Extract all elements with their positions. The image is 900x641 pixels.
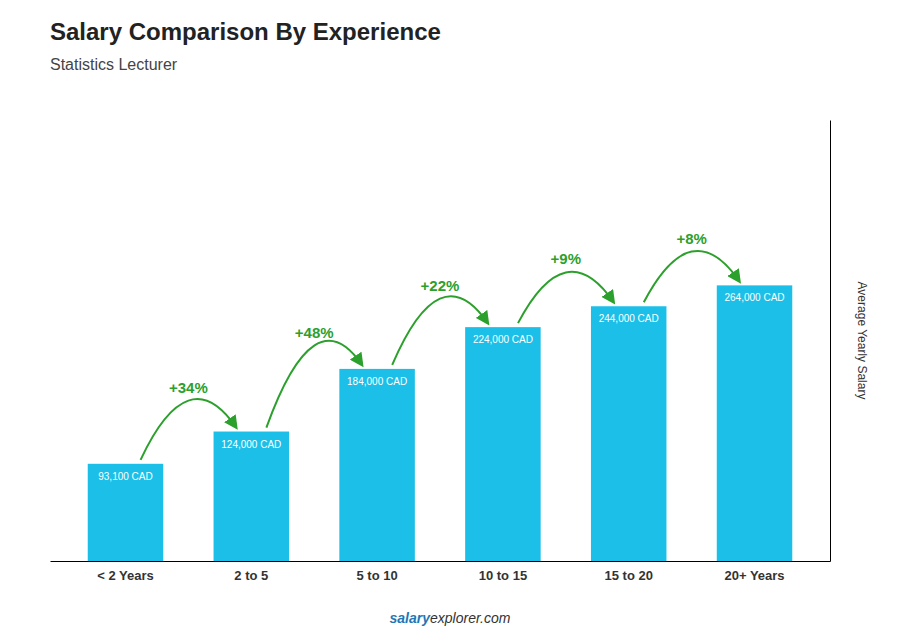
x-tick: 2 to 5 [234, 568, 268, 583]
x-tick: < 2 Years [97, 568, 154, 583]
change-label: +34% [169, 379, 208, 396]
bar [88, 464, 163, 561]
title: Salary Comparison By Experience [50, 18, 441, 45]
x-tick-label: 10 to 15 [479, 568, 527, 583]
data-label: 264,000 CAD [724, 292, 784, 303]
data-label: 93,100 CAD [98, 471, 152, 482]
y-axis-label: Average Yearly Salary [855, 282, 869, 400]
data-label: 184,000 CAD [347, 376, 407, 387]
x-tick: 5 to 10 [357, 568, 398, 583]
subtitle: Statistics Lecturer [50, 56, 178, 73]
annotations: +34% +48% +22% +9% +8% [141, 230, 740, 460]
x-tick-label: 15 to 20 [604, 568, 652, 583]
x-tick: 15 to 20 [604, 568, 652, 583]
x-tick: 10 to 15 [479, 568, 527, 583]
x-tick-label: 5 to 10 [357, 568, 398, 583]
change-arrow [266, 341, 362, 428]
data-label: 244,000 CAD [599, 313, 659, 324]
x-tick-label: 20+ Years [724, 568, 784, 583]
chart: Salary Comparison By Experience Statistic… [0, 0, 900, 641]
bar [214, 432, 289, 561]
change-label: +22% [421, 277, 460, 294]
footer-text: salary [390, 610, 432, 626]
x-axis: < 2 Years 2 to 5 5 to 10 10 to 15 15 to 20 20… [51, 562, 831, 584]
change-label: +9% [551, 250, 581, 267]
bar [717, 285, 792, 561]
change-arrow [141, 399, 237, 460]
change-label: +48% [295, 324, 334, 341]
data-labels: 93,100 CAD 124,000 CAD 184,000 CAD 224,000 … [98, 292, 784, 481]
change-arrow [518, 272, 614, 323]
x-axis-line [51, 561, 831, 562]
footer: salaryexplorer.com [390, 610, 511, 626]
bars [88, 285, 793, 561]
x-tick: 20+ Years [724, 568, 784, 583]
change-label: +8% [676, 230, 706, 247]
x-tick-label: < 2 Years [97, 568, 154, 583]
y-axis [830, 121, 831, 562]
change-arrow [644, 251, 740, 302]
plot-area: < 2 Years 2 to 5 5 to 10 10 to 15 15 to 20 20… [51, 121, 831, 584]
bar [339, 369, 414, 561]
data-label: 124,000 CAD [221, 439, 281, 450]
data-label: 224,000 CAD [473, 334, 533, 345]
bar [465, 327, 540, 561]
y-axis-line [830, 121, 831, 562]
bar [591, 306, 666, 561]
change-arrow [392, 296, 488, 365]
footer-text: explorer.com [430, 610, 511, 626]
x-tick-label: 2 to 5 [234, 568, 268, 583]
